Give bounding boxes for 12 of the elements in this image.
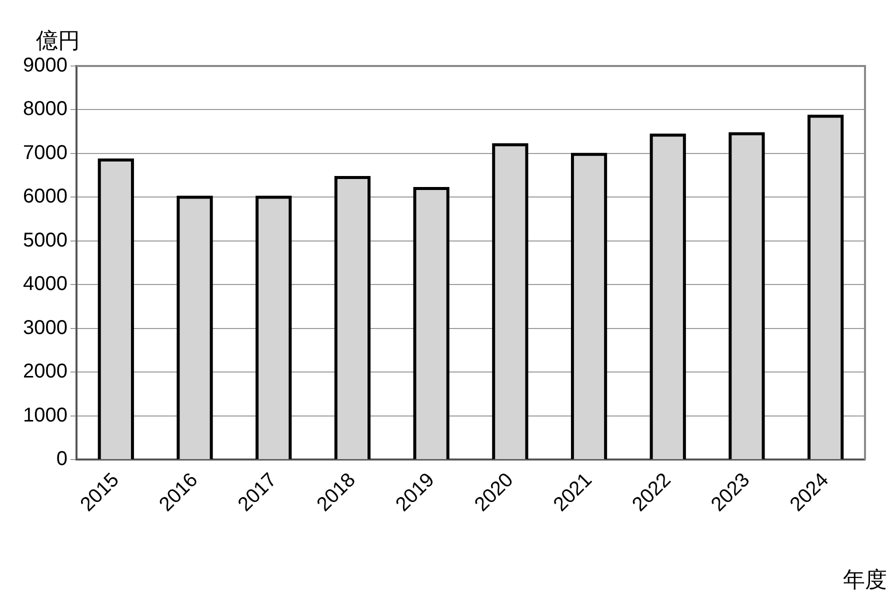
y-tick-label: 0 (56, 448, 68, 470)
x-axis-title: 年度 (843, 567, 887, 595)
y-axis-title: 億円 (36, 28, 80, 56)
y-tick-label: 9000 (22, 54, 68, 77)
y-tick-label: 2000 (22, 360, 68, 383)
y-tick-label: 6000 (22, 186, 68, 208)
y-tick-label: 5000 (22, 229, 68, 252)
y-tick-label: 4000 (22, 273, 68, 296)
y-tick-label: 3000 (22, 316, 68, 339)
y-tick-label: 7000 (22, 142, 68, 164)
y-tick-label: 8000 (22, 98, 68, 120)
y-tick-label: 1000 (22, 404, 68, 426)
